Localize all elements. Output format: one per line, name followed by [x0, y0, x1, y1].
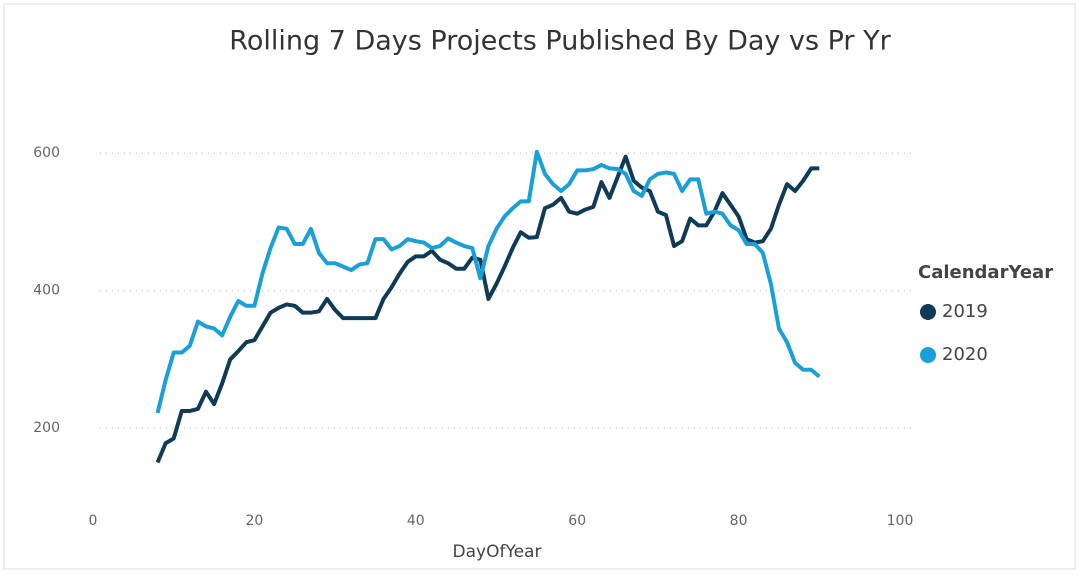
y-tick-label: 400	[33, 283, 60, 299]
x-axis-label: DayOfYear	[453, 542, 542, 562]
x-tick-label: 60	[568, 513, 586, 529]
y-tick-label: 200	[33, 420, 60, 436]
x-tick-label: 100	[887, 513, 914, 529]
line-series	[155, 149, 821, 414]
x-tick-label: 20	[245, 513, 263, 529]
legend-label: 2020	[942, 344, 988, 365]
legend-title: CalendarYear	[918, 262, 1053, 283]
x-tick-label: 0	[89, 513, 98, 529]
card	[3, 3, 1076, 570]
legend-marker	[920, 304, 936, 320]
x-tick-label: 80	[730, 513, 748, 529]
chart-title: Rolling 7 Days Projects Published By Day…	[229, 26, 891, 57]
y-tick-label: 600	[33, 145, 60, 161]
legend-marker	[920, 347, 936, 363]
legend-label: 2019	[942, 301, 988, 322]
x-tick-label: 40	[407, 513, 425, 529]
line-series	[155, 154, 820, 464]
